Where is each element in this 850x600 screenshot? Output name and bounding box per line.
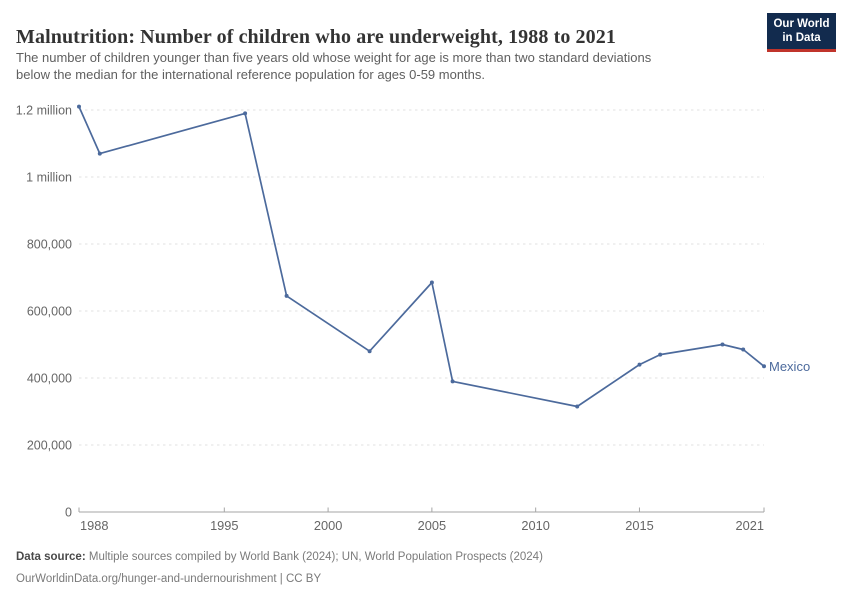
data-point[interactable] bbox=[762, 364, 766, 369]
data-point[interactable] bbox=[720, 342, 725, 347]
y-axis-label: 400,000 bbox=[27, 372, 72, 386]
data-source-text: Multiple sources compiled by World Bank … bbox=[88, 551, 543, 563]
y-axis-label: 200,000 bbox=[27, 439, 72, 453]
owid-logo-line1: Our World bbox=[773, 18, 830, 30]
chart-subtitle-line2: below the median for the international r… bbox=[16, 67, 486, 82]
chart-footer: Data source: Multiple sources compiled b… bbox=[16, 546, 816, 590]
chart-subtitle-line1: The number of children younger than five… bbox=[16, 50, 652, 65]
data-source-label: Data source: bbox=[16, 551, 86, 563]
chart-subtitle: The number of children younger than five… bbox=[16, 49, 776, 83]
data-point[interactable] bbox=[367, 349, 372, 354]
license-line[interactable]: OurWorldinData.org/hunger-and-undernouri… bbox=[16, 573, 322, 585]
data-point[interactable] bbox=[284, 293, 289, 298]
data-point[interactable] bbox=[429, 280, 434, 285]
data-point[interactable] bbox=[741, 347, 746, 352]
data-point[interactable] bbox=[575, 404, 580, 409]
data-point[interactable] bbox=[97, 151, 102, 156]
y-axis-label: 0 bbox=[65, 506, 72, 520]
x-axis-label: 1988 bbox=[80, 518, 108, 533]
y-axis-label: 800,000 bbox=[27, 238, 72, 252]
data-point[interactable] bbox=[450, 379, 455, 384]
x-axis-label: 2021 bbox=[736, 518, 764, 533]
owid-logo-line2: in Data bbox=[782, 31, 821, 44]
y-axis-label: 1.2 million bbox=[16, 104, 72, 118]
owid-logo[interactable]: Our World in Data bbox=[767, 13, 836, 52]
data-line[interactable] bbox=[78, 105, 765, 408]
y-axis-label: 1 million bbox=[26, 171, 72, 185]
line-chart-canvas: 0 200,000 400,000 600,000 800,000 1 million 1.… bbox=[16, 104, 810, 534]
x-axis-label: 2000 bbox=[314, 518, 342, 533]
page-title: Malnutrition: Number of children who are… bbox=[16, 26, 616, 49]
y-axis-label: 600,000 bbox=[27, 305, 72, 319]
data-point[interactable] bbox=[77, 104, 81, 109]
x-axis-label: 2015 bbox=[625, 518, 653, 533]
x-axis-label: 1995 bbox=[210, 518, 238, 533]
data-point[interactable] bbox=[637, 362, 642, 367]
x-axis-label: 2010 bbox=[521, 518, 549, 533]
data-source-line: Data source: Multiple sources compiled b… bbox=[16, 546, 816, 568]
entity-label[interactable]: Mexico bbox=[769, 359, 810, 374]
data-point[interactable] bbox=[658, 352, 663, 357]
x-axis-label: 2005 bbox=[418, 518, 446, 533]
data-point[interactable] bbox=[243, 111, 248, 116]
line-chart: 0 200,000 400,000 600,000 800,000 1 million 1.… bbox=[0, 95, 850, 540]
